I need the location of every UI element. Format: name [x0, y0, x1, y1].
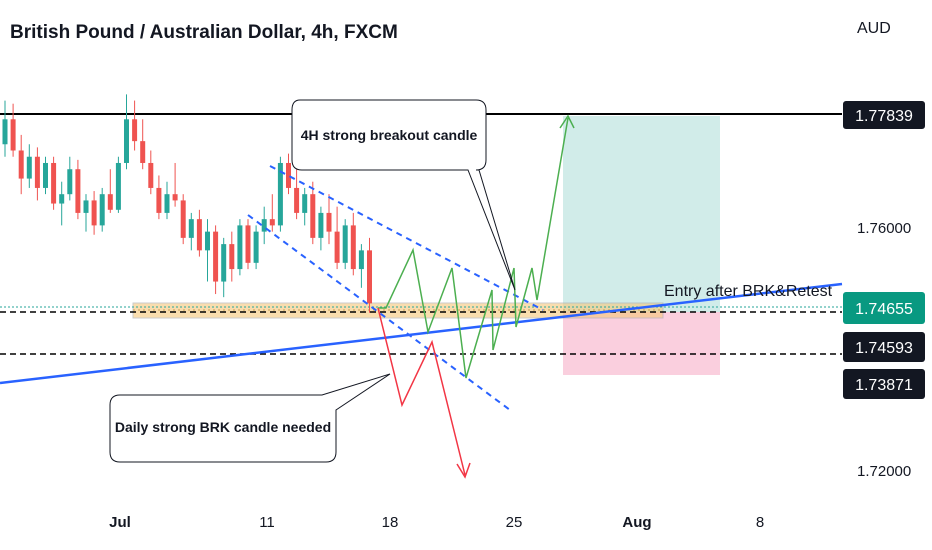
bullish-arrow-head [559, 114, 575, 129]
candle-body [269, 219, 275, 226]
x-tick-8: 8 [756, 514, 764, 531]
price-label-174593: 1.74593 [843, 332, 925, 362]
candle-body [172, 194, 178, 201]
candle-body [277, 162, 283, 226]
target-zone [563, 116, 720, 312]
candle-body [334, 231, 340, 263]
candle-body [75, 169, 81, 213]
candle-body [294, 187, 300, 213]
candle-body [156, 187, 162, 213]
candle-body [26, 156, 32, 179]
price-label-177839: 1.77839 [843, 101, 925, 129]
candle-body [237, 225, 243, 270]
bullish-path [378, 117, 569, 379]
callout-breakout: 4H strong breakout candle [291, 99, 516, 291]
candle-body [10, 119, 16, 151]
currency-label: AUD [857, 20, 891, 37]
candle-body [302, 194, 308, 213]
candle-body [213, 231, 219, 282]
x-tick-aug: Aug [622, 514, 651, 531]
candle-body [132, 119, 138, 142]
candle-body [180, 200, 186, 238]
callout-daily-brk-text: Daily strong BRK candle needed [115, 419, 331, 435]
candle-body [358, 250, 364, 270]
candle-body [51, 162, 57, 204]
candle-body [59, 194, 65, 204]
stop-zone [563, 312, 720, 375]
svg-text:1.73871: 1.73871 [855, 377, 913, 394]
channel-upper [269, 165, 544, 311]
price-label-174655: 1.74655 [843, 292, 925, 324]
candle-body [2, 119, 8, 145]
candle-body [91, 200, 97, 226]
candle-body [318, 212, 324, 238]
candle-body [367, 250, 372, 304]
x-tick-25: 25 [506, 514, 523, 531]
candle-body [18, 150, 24, 179]
candle-body [342, 225, 348, 263]
y-tick-172: 1.72000 [857, 463, 911, 480]
x-tick-jul: Jul [109, 514, 131, 531]
candle-body [140, 141, 146, 163]
candle-body [115, 162, 121, 210]
candle-body [205, 231, 210, 251]
candle-body [188, 219, 194, 238]
candle-body [67, 169, 73, 195]
candle-body [196, 219, 202, 251]
svg-text:1.77839: 1.77839 [855, 108, 913, 125]
chart-title: British Pound / Australian Dollar, 4h, F… [10, 22, 398, 43]
y-tick-176: 1.76000 [857, 220, 911, 237]
callout-daily-brk: Daily strong BRK candle needed [109, 373, 391, 463]
candle-body [253, 231, 259, 263]
candle-body [261, 219, 267, 232]
bearish-arrow-head [456, 462, 471, 479]
svg-text:1.74593: 1.74593 [855, 340, 913, 357]
candle-body [148, 162, 154, 188]
ascending-trendline [0, 282, 843, 385]
bearish-path [377, 307, 466, 476]
candle-body [124, 119, 129, 163]
callout-breakout-text: 4H strong breakout candle [301, 127, 478, 143]
candle-body [221, 244, 227, 282]
candle-body [34, 156, 40, 188]
candle-body [43, 162, 48, 188]
x-tick-18: 18 [382, 514, 399, 531]
candle-body [99, 194, 105, 226]
candle-body [286, 162, 291, 188]
candle-body [326, 212, 332, 232]
candle-body [83, 200, 89, 213]
svg-text:1.74655: 1.74655 [855, 301, 913, 318]
candle-body [350, 225, 356, 270]
price-label-173871: 1.73871 [843, 369, 925, 399]
x-tick-11: 11 [259, 514, 275, 531]
candle-body [164, 194, 170, 213]
candle-body [229, 244, 235, 270]
candle-body [107, 194, 113, 210]
candles [2, 94, 372, 313]
candle-body [310, 194, 316, 238]
candle-body [245, 225, 251, 263]
entry-label: Entry after BRK&Retest [664, 283, 833, 300]
